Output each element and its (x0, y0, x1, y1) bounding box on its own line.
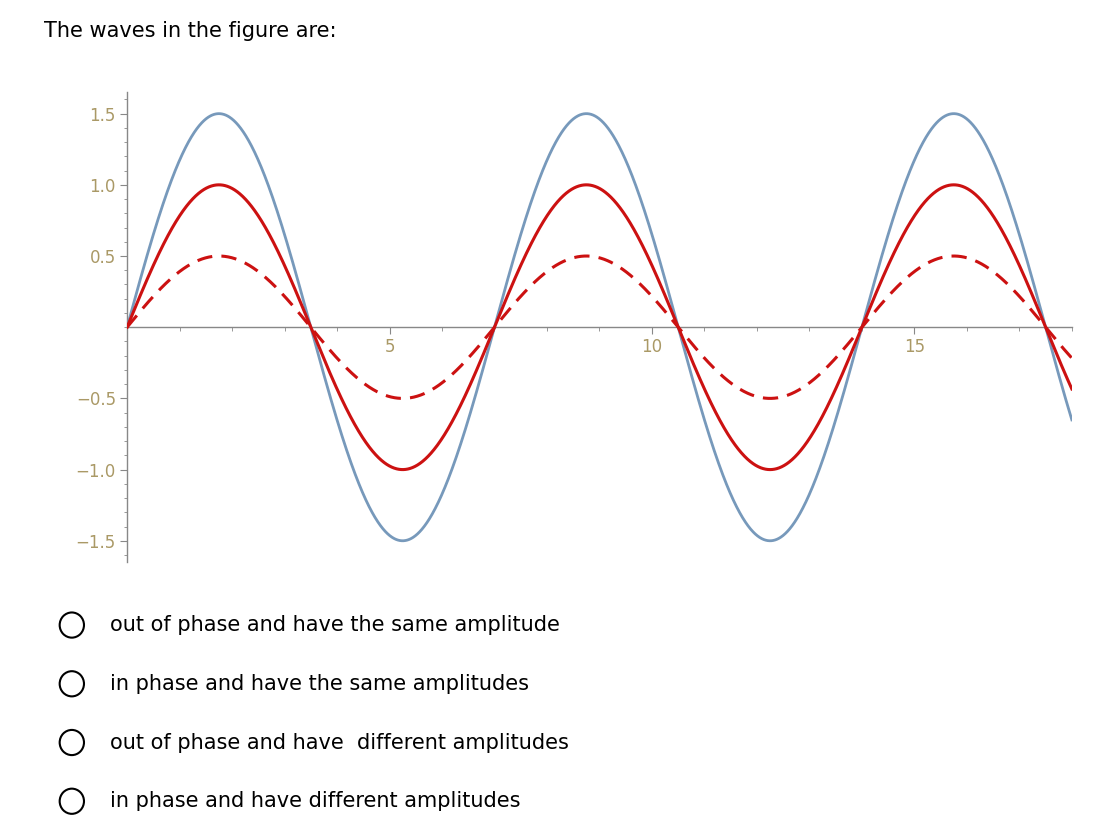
Text: out of phase and have the same amplitude: out of phase and have the same amplitude (110, 615, 560, 635)
Text: The waves in the figure are:: The waves in the figure are: (44, 21, 337, 41)
Text: in phase and have different amplitudes: in phase and have different amplitudes (110, 791, 520, 811)
Text: out of phase and have  different amplitudes: out of phase and have different amplitud… (110, 732, 569, 753)
Text: in phase and have the same amplitudes: in phase and have the same amplitudes (110, 674, 529, 694)
